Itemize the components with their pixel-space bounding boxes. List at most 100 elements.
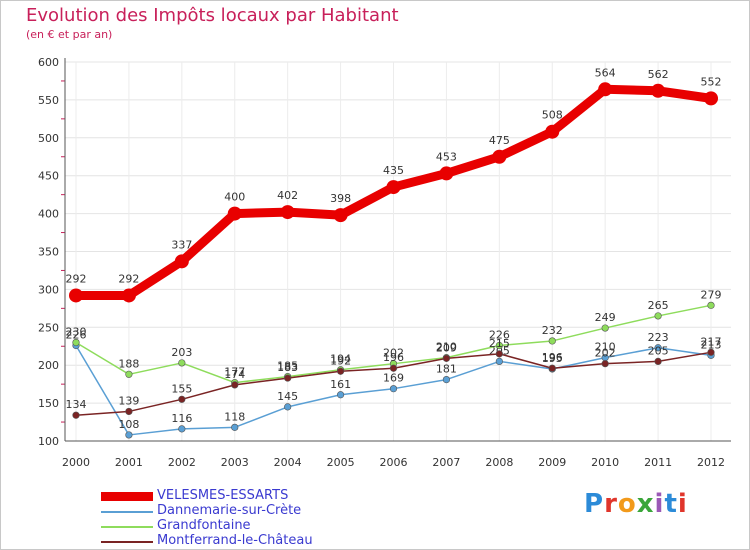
data-label: 279 [701,288,722,301]
logo-letter: r [604,489,618,519]
data-point [651,83,666,98]
logo-letter: t [664,489,678,519]
data-point [495,357,503,366]
data-point [333,208,348,223]
data-point [601,324,609,332]
data-label: 564 [595,66,616,79]
logo-letter: i [654,489,665,519]
data-label: 177 [224,366,245,379]
data-point [707,301,715,309]
y-tick-label: 500 [38,132,59,145]
proxiti-logo: Proxiti [584,489,688,519]
data-point [389,385,398,393]
legend-item: Montferrand-le-Château [101,533,401,549]
data-point [439,166,454,181]
data-point [72,411,80,419]
data-point [548,364,556,372]
data-label: 145 [277,390,298,403]
data-label: 134 [66,398,87,411]
data-point [654,312,662,320]
data-label: 192 [330,354,351,367]
x-tick-label: 2011 [644,456,672,469]
data-point [492,149,507,164]
data-point [178,359,186,367]
x-tick-label: 2000 [62,456,90,469]
data-label: 196 [383,351,404,364]
data-label: 108 [118,418,139,431]
data-point [174,254,189,269]
legend-label: VELESMES-ESSARTS [157,488,289,503]
x-tick-label: 2012 [697,456,725,469]
data-label: 210 [595,341,616,354]
data-label: 195 [542,352,563,365]
data-point [336,391,345,399]
data-label: 188 [118,357,139,370]
data-label: 292 [66,272,87,285]
data-label: 181 [436,363,457,376]
data-point [178,425,186,433]
data-label: 292 [118,272,139,285]
data-point [231,423,239,431]
data-label: 118 [224,410,245,423]
data-point [442,376,451,384]
legend-label: Grandfontaine [157,518,251,533]
data-label: 230 [66,325,87,338]
data-label: 453 [436,150,457,163]
data-label: 402 [277,189,298,202]
data-label: 209 [436,341,457,354]
data-label: 169 [383,372,404,385]
data-point [495,341,503,350]
data-point [601,360,609,368]
data-label: 217 [701,335,722,348]
data-label: 226 [66,328,87,341]
data-point [284,403,292,411]
y-tick-label: 150 [38,397,59,410]
legend-label: Dannemarie-sur-Crète [157,503,302,518]
data-label: 202 [383,347,404,360]
data-point [72,338,80,347]
data-label: 174 [224,368,245,381]
legend-item: Dannemarie-sur-Crète [101,503,401,519]
data-label: 398 [330,192,351,205]
data-point [495,350,503,358]
data-point [121,288,136,303]
data-point [442,354,451,362]
data-point [125,431,133,439]
y-tick-label: 100 [38,435,59,448]
data-point [598,82,613,97]
legend-swatch [101,541,153,543]
logo-letter: o [617,489,637,519]
data-point [654,344,662,352]
data-point [704,91,718,106]
data-label: 139 [118,394,139,407]
legend-swatch [101,492,153,501]
data-point [125,370,133,378]
data-point [389,364,398,372]
x-tick-label: 2009 [538,456,566,469]
legend-swatch [101,511,153,513]
y-tick-label: 250 [38,321,59,334]
data-label: 202 [595,347,616,360]
data-label: 475 [489,134,510,147]
legend-item: Grandfontaine [101,518,401,534]
x-tick-label: 2006 [380,456,408,469]
y-tick-label: 450 [38,170,59,183]
data-label: 265 [648,299,669,312]
data-label: 215 [489,337,510,350]
data-point [548,337,556,345]
legend-swatch [101,526,153,528]
data-point [386,180,401,195]
data-point [336,367,345,375]
chart-subtitle: (en € et par an) [26,28,113,41]
x-tick-label: 2001 [115,456,143,469]
data-point [280,205,295,220]
data-label: 226 [489,328,510,341]
data-point [69,288,83,303]
legend-label: Montferrand-le-Château [157,533,313,548]
data-label: 232 [542,324,563,337]
data-label: 185 [277,360,298,373]
data-label: 552 [701,75,722,88]
data-label: 116 [171,412,192,425]
